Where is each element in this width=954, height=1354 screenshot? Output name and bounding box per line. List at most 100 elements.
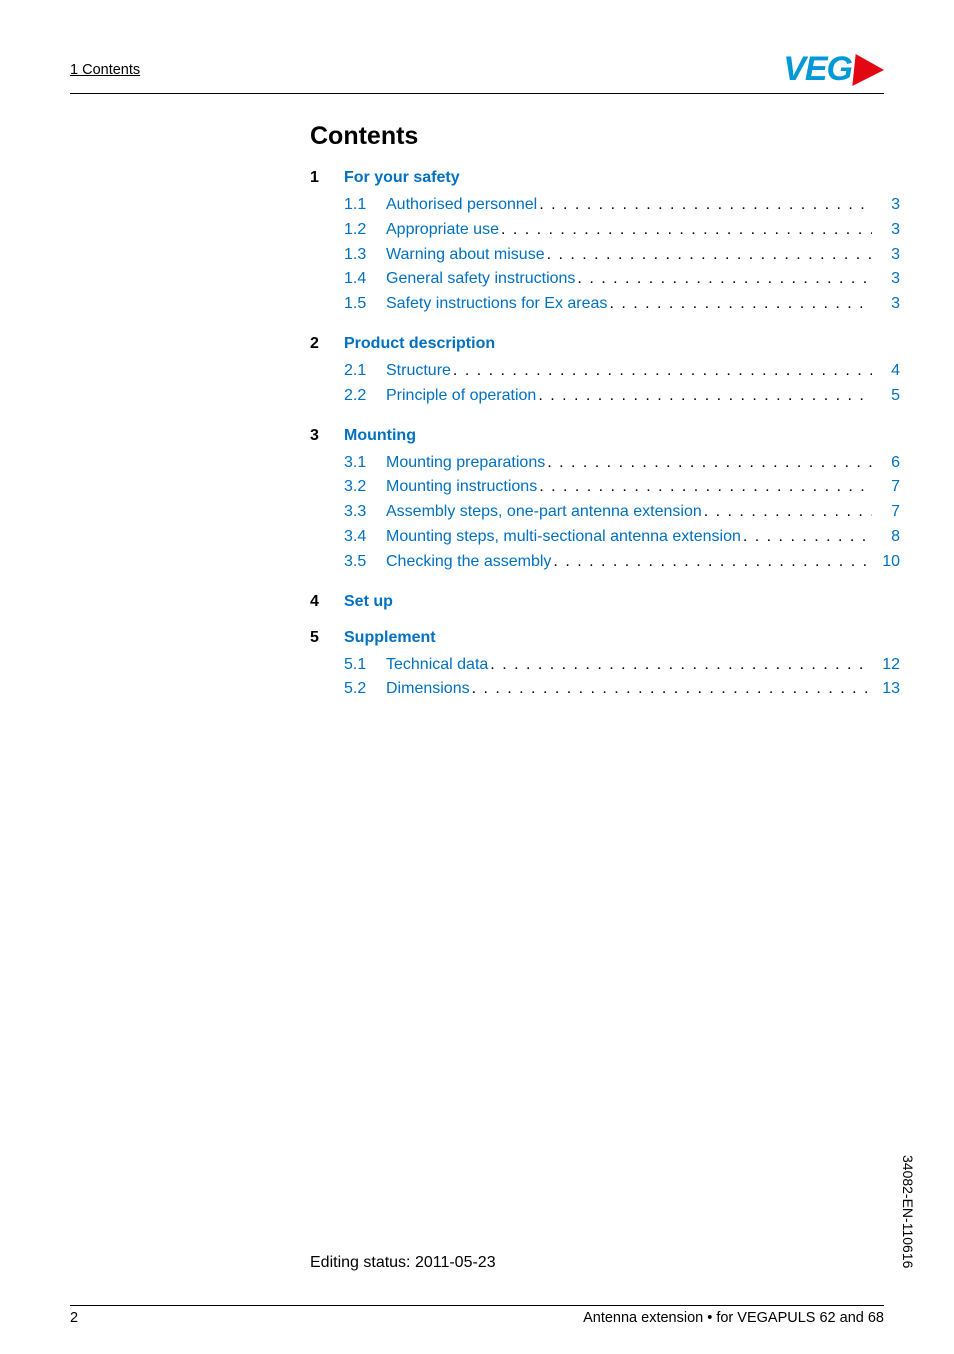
- editing-status: Editing status: 2011-05-23: [310, 1254, 496, 1272]
- toc-entry: 1.3Warning about misuse . . . . . . . . …: [344, 243, 900, 268]
- toc-entry: 1.4General safety instructions . . . . .…: [344, 267, 900, 292]
- toc-chapter-number: 4: [310, 593, 344, 611]
- page-header: 1 Contents VEG: [70, 50, 884, 94]
- toc-chapter-title[interactable]: Supplement: [344, 629, 436, 647]
- toc-entry-page[interactable]: 6: [874, 451, 900, 476]
- logo-triangle-icon: [852, 54, 885, 86]
- toc-entry-number[interactable]: 2.2: [344, 384, 386, 409]
- footer-doc-title: Antenna extension • for VEGAPULS 62 and …: [583, 1310, 884, 1326]
- toc-entry-page[interactable]: 5: [874, 384, 900, 409]
- toc-leader-dots: . . . . . . . . . . . . . . . . . . . . …: [539, 475, 872, 500]
- toc-entry-title[interactable]: Mounting steps, multi-sectional antenna …: [386, 525, 741, 550]
- toc-entry-number[interactable]: 3.5: [344, 550, 386, 575]
- toc-leader-dots: . . . . . . . . . . . . . . . . . . . . …: [553, 550, 872, 575]
- toc-chapter: 3Mounting 3.1Mounting preparations . . . …: [310, 427, 900, 575]
- toc-chapter-number: 5: [310, 629, 344, 647]
- toc-entry-title[interactable]: Warning about misuse: [386, 243, 545, 268]
- toc-entry: 5.1Technical data . . . . . . . . . . . …: [344, 653, 900, 678]
- toc-chapter: 5Supplement 5.1Technical data . . . . . .…: [310, 629, 900, 703]
- toc-entry: 2.2Principle of operation . . . . . . . …: [344, 384, 900, 409]
- toc-entry-number[interactable]: 3.2: [344, 475, 386, 500]
- toc-entry-page[interactable]: 4: [874, 359, 900, 384]
- toc-entry-title[interactable]: Structure: [386, 359, 451, 384]
- toc-entry-page[interactable]: 3: [874, 193, 900, 218]
- toc-entry: 3.4Mounting steps, multi-sectional anten…: [344, 525, 900, 550]
- header-section-label: 1 Contents: [70, 62, 140, 78]
- toc-chapter-heading: 5Supplement: [310, 629, 900, 647]
- toc-entry-page[interactable]: 3: [874, 292, 900, 317]
- toc-leader-dots: . . . . . . . . . . . . . . . . . . . . …: [577, 267, 872, 292]
- toc-title: Contents: [310, 122, 900, 151]
- toc-entry-number[interactable]: 1.3: [344, 243, 386, 268]
- toc-chapter-number: 3: [310, 427, 344, 445]
- toc-leader-dots: . . . . . . . . . . . . . . . . . . . . …: [547, 243, 872, 268]
- toc-body: 1For your safety 1.1Authorised personnel …: [310, 169, 900, 702]
- toc-entry: 1.2Appropriate use . . . . . . . . . . .…: [344, 218, 900, 243]
- toc-chapter: 2Product description 2.1Structure . . . .…: [310, 335, 900, 409]
- toc-leader-dots: . . . . . . . . . . . . . . . . . . . . …: [538, 384, 872, 409]
- toc-entry-title[interactable]: Checking the assembly: [386, 550, 551, 575]
- toc-entry-title[interactable]: Mounting instructions: [386, 475, 537, 500]
- toc-entry-page[interactable]: 7: [874, 500, 900, 525]
- toc-chapter-number: 1: [310, 169, 344, 187]
- toc-entry-number[interactable]: 1.1: [344, 193, 386, 218]
- toc-entry-number[interactable]: 5.2: [344, 677, 386, 702]
- footer-page-number: 2: [70, 1310, 78, 1326]
- toc-leader-dots: . . . . . . . . . . . . . . . . . . . . …: [547, 451, 872, 476]
- toc-entry-page[interactable]: 3: [874, 218, 900, 243]
- toc-entry-number[interactable]: 3.4: [344, 525, 386, 550]
- page-footer: 2 Antenna extension • for VEGAPULS 62 an…: [70, 1305, 884, 1326]
- toc-chapter-heading: 4Set up: [310, 593, 900, 611]
- toc-entry-number[interactable]: 3.3: [344, 500, 386, 525]
- toc-leader-dots: . . . . . . . . . . . . . . . . . . . . …: [609, 292, 872, 317]
- toc-leader-dots: . . . . . . . . . . . . . . . . . . . . …: [472, 677, 872, 702]
- toc-chapter-heading: 1For your safety: [310, 169, 900, 187]
- document-id-vertical: 34082-EN-110616: [900, 1155, 916, 1268]
- toc-entry-page[interactable]: 7: [874, 475, 900, 500]
- toc-chapter: 1For your safety 1.1Authorised personnel …: [310, 169, 900, 317]
- toc-entry-title[interactable]: Safety instructions for Ex areas: [386, 292, 607, 317]
- toc-entry: 3.5Checking the assembly . . . . . . . .…: [344, 550, 900, 575]
- toc-entry: 1.1Authorised personnel . . . . . . . . …: [344, 193, 900, 218]
- page: 1 Contents VEG Contents 1For your safety…: [0, 0, 954, 1354]
- toc-entry-number[interactable]: 5.1: [344, 653, 386, 678]
- toc-entry-page[interactable]: 3: [874, 267, 900, 292]
- toc-leader-dots: . . . . . . . . . . . . . . . . . . . . …: [501, 218, 872, 243]
- toc-leader-dots: . . . . . . . . . . . . . . . . . . . . …: [453, 359, 872, 384]
- logo-text: VEG: [783, 50, 852, 89]
- toc-entry-number[interactable]: 1.5: [344, 292, 386, 317]
- toc-chapter-title[interactable]: Set up: [344, 593, 393, 611]
- toc-entry: 2.1Structure . . . . . . . . . . . . . .…: [344, 359, 900, 384]
- toc-entry-page[interactable]: 8: [874, 525, 900, 550]
- toc-entry-title[interactable]: Appropriate use: [386, 218, 499, 243]
- toc-leader-dots: . . . . . . . . . . . . . . . . . . . . …: [743, 525, 872, 550]
- toc-leader-dots: . . . . . . . . . . . . . . . . . . . . …: [704, 500, 872, 525]
- toc-chapter-title[interactable]: Mounting: [344, 427, 416, 445]
- toc-entry-number[interactable]: 1.2: [344, 218, 386, 243]
- toc-entry-number[interactable]: 1.4: [344, 267, 386, 292]
- toc-entry-title[interactable]: Mounting preparations: [386, 451, 545, 476]
- toc-entry: 3.3Assembly steps, one-part antenna exte…: [344, 500, 900, 525]
- toc-entry-page[interactable]: 3: [874, 243, 900, 268]
- toc-entry-number[interactable]: 3.1: [344, 451, 386, 476]
- toc-entry-page[interactable]: 13: [874, 677, 900, 702]
- toc-entry-page[interactable]: 12: [874, 653, 900, 678]
- toc-entry-number[interactable]: 2.1: [344, 359, 386, 384]
- toc-entry-title[interactable]: General safety instructions: [386, 267, 575, 292]
- toc-chapter-number: 2: [310, 335, 344, 353]
- toc-entry-title[interactable]: Authorised personnel: [386, 193, 537, 218]
- toc-entry: 3.2Mounting instructions . . . . . . . .…: [344, 475, 900, 500]
- toc-leader-dots: . . . . . . . . . . . . . . . . . . . . …: [490, 653, 872, 678]
- toc-chapter-heading: 2Product description: [310, 335, 900, 353]
- toc-entry-title[interactable]: Principle of operation: [386, 384, 536, 409]
- toc-entry: 1.5Safety instructions for Ex areas . . …: [344, 292, 900, 317]
- toc-chapter-title[interactable]: For your safety: [344, 169, 460, 187]
- toc-entry-title[interactable]: Technical data: [386, 653, 488, 678]
- toc-entry: 3.1Mounting preparations . . . . . . . .…: [344, 451, 900, 476]
- toc-chapter: 4Set up: [310, 593, 900, 611]
- toc-entry-title[interactable]: Dimensions: [386, 677, 470, 702]
- toc-entry-title[interactable]: Assembly steps, one-part antenna extensi…: [386, 500, 702, 525]
- toc-entry: 5.2Dimensions . . . . . . . . . . . . . …: [344, 677, 900, 702]
- toc-entry-page[interactable]: 10: [874, 550, 900, 575]
- toc-chapter-title[interactable]: Product description: [344, 335, 495, 353]
